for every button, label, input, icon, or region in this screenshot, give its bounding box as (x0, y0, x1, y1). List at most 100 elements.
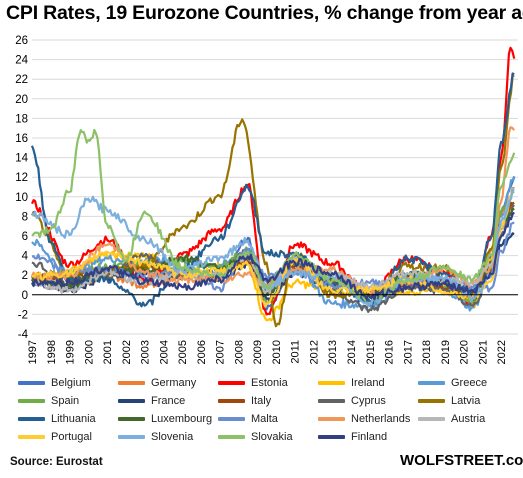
x-tick-label: 2022 (496, 340, 508, 364)
legend-swatch (318, 417, 345, 421)
x-tick-label: 2013 (327, 340, 339, 364)
legend-label: Cyprus (351, 395, 386, 407)
legend-item-slovakia: Slovakia (218, 430, 293, 444)
legend-label: Netherlands (351, 413, 411, 425)
series-line-slovenia (31, 189, 515, 307)
legend-swatch (18, 417, 45, 421)
x-tick-label: 2003 (140, 340, 152, 364)
x-tick-label: 2012 (308, 340, 320, 364)
x-tick-label: 2019 (440, 340, 452, 364)
legend-swatch (118, 417, 145, 421)
y-tick-label: 0 (22, 290, 28, 302)
legend-item-germany: Germany (118, 376, 196, 390)
y-tick-label: 4 (22, 251, 29, 263)
x-tick-label: 2005 (177, 340, 189, 364)
legend-item-italy: Italy (218, 394, 271, 408)
legend-label: Luxembourg (151, 413, 213, 425)
x-tick-label: 2000 (83, 340, 95, 364)
legend-item-ireland: Ireland (318, 376, 385, 390)
series-line-portugal (31, 189, 515, 308)
y-tick-label: 24 (15, 55, 28, 67)
legend-label: Finland (351, 431, 388, 443)
x-tick-label: 2014 (346, 340, 358, 364)
y-tick-label: 2 (22, 270, 28, 282)
legend-label: Estonia (251, 377, 288, 389)
legend-swatch (18, 381, 45, 385)
legend-swatch (418, 399, 445, 403)
legend-swatch (218, 381, 245, 385)
x-axis-tick-labels: 1997 1998 1999 2000 2001 2002 2003 2004 2005 2006… (27, 340, 508, 364)
x-tick-label: 2016 (384, 340, 396, 364)
x-tick-label: 1999 (65, 340, 77, 364)
legend-label: Germany (151, 377, 197, 389)
x-tick-label: 1998 (46, 340, 58, 364)
legend-label: Greece (451, 377, 488, 389)
legend-item-lithuania: Lithuania (18, 412, 96, 426)
legend-item-spain: Spain (18, 394, 79, 408)
legend-swatch (18, 399, 45, 403)
x-tick-label: 2004 (158, 340, 170, 364)
x-tick-label: 2007 (215, 340, 227, 364)
chart-title: CPI Rates, 19 Eurozone Countries, % chan… (6, 2, 523, 24)
legend-label: Ireland (351, 377, 385, 389)
y-tick-label: 22 (15, 74, 28, 86)
legend-item-latvia: Latvia (418, 394, 480, 408)
legend-label: France (151, 395, 186, 407)
legend-item-luxembourg: Luxembourg (118, 412, 212, 426)
legend-item-estonia: Estonia (218, 376, 288, 390)
legend-swatch (418, 417, 445, 421)
x-tick-label: 2010 (271, 340, 283, 364)
legend-label: Portugal (51, 431, 92, 443)
legend-swatch (118, 399, 145, 403)
y-tick-label: 20 (15, 94, 28, 106)
x-tick-label: 2011 (290, 340, 302, 364)
x-tick-label: 2017 (402, 340, 414, 364)
legend-label: Slovenia (151, 431, 194, 443)
x-tick-label: 2002 (121, 340, 133, 364)
x-tick-label: 2008 (233, 340, 245, 364)
y-tick-label: 12 (15, 172, 28, 184)
y-tick-label: 18 (15, 113, 28, 125)
legend-item-netherlands: Netherlands (318, 412, 410, 426)
series-line-finland (31, 211, 515, 301)
legend-swatch (318, 435, 345, 439)
y-tick-label: -4 (18, 329, 29, 341)
legend-item-malta: Malta (218, 412, 278, 426)
legend-item-belgium: Belgium (18, 376, 91, 390)
legend-item-france: France (118, 394, 185, 408)
x-tick-label: 2015 (365, 340, 377, 364)
legend-item-greece: Greece (418, 376, 487, 390)
legend-swatch (218, 399, 245, 403)
x-tick-label: 2018 (421, 340, 433, 364)
legend-label: Malta (251, 413, 278, 425)
x-tick-label: 1997 (27, 340, 39, 364)
y-tick-label: 6 (22, 231, 28, 243)
brand-logo-text: WOLFSTREET.com (400, 452, 523, 469)
y-tick-label: -2 (18, 309, 28, 321)
legend-swatch (418, 381, 445, 385)
x-tick-label: 2021 (477, 340, 489, 364)
x-tick-label: 2001 (102, 340, 114, 364)
source-note: Source: Eurostat (10, 456, 103, 468)
x-tick-label: 2020 (459, 340, 471, 364)
y-tick-label: 16 (15, 133, 28, 145)
y-tick-label: 26 (15, 35, 28, 47)
legend-label: Spain (51, 395, 80, 407)
legend-label: Latvia (451, 395, 481, 407)
legend-label: Belgium (51, 377, 91, 389)
series-line-slovakia (31, 128, 516, 302)
legend-swatch (18, 435, 45, 439)
legend-label: Slovakia (251, 431, 293, 443)
legend-swatch (118, 381, 145, 385)
series-lines (30, 46, 516, 328)
x-tick-label: 2009 (252, 340, 264, 364)
legend-label: Austria (451, 413, 486, 425)
legend-swatch (218, 435, 245, 439)
y-tick-label: 10 (15, 192, 28, 204)
y-tick-label: 8 (22, 211, 28, 223)
x-tick-label: 2006 (196, 340, 208, 364)
legend-swatch (118, 435, 145, 439)
legend-swatch (318, 399, 345, 403)
